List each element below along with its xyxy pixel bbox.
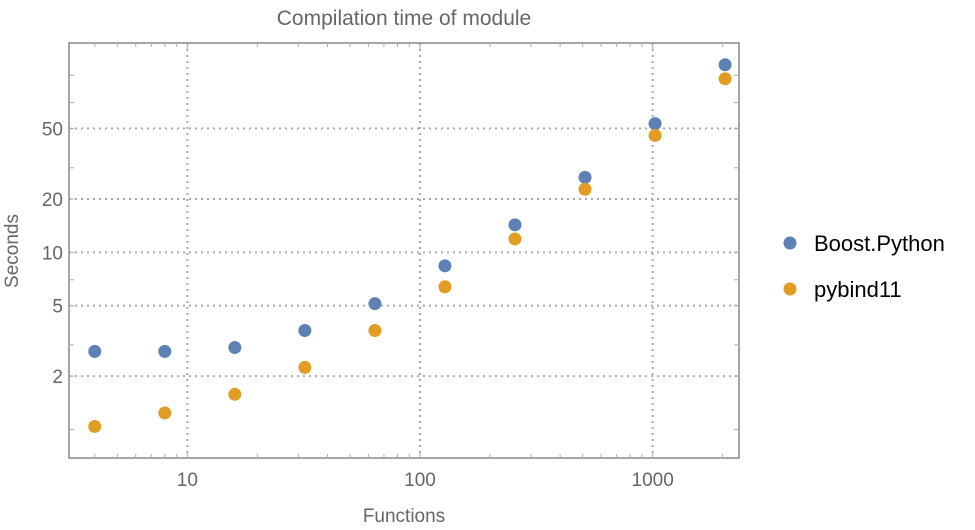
y-tick-label: 5 [52,297,63,318]
data-point-boost-python [648,117,662,131]
y-tick-label: 2 [52,367,63,388]
data-point-boost-python [158,344,172,358]
y-tick-label: 20 [42,190,63,211]
x-tick-label: 10 [177,470,198,491]
data-point-pybind11 [508,232,522,246]
data-point-pybind11 [228,387,242,401]
data-point-boost-python [228,341,242,355]
grid [69,43,739,458]
axis-ticks: 10 100 1000 2 5 10 20 50 [42,43,739,491]
x-tick-label: 1000 [632,470,674,491]
legend-marker [783,282,797,296]
data-point-pybind11 [438,280,452,294]
plot-frame [68,42,740,459]
data-point-boost-python [438,259,452,273]
data-point-pybind11 [158,406,172,420]
data-point-boost-python [88,344,102,358]
data-point-pybind11 [648,128,662,142]
data-points [88,58,732,433]
data-point-boost-python [508,218,522,232]
legend-label: pybind11 [814,277,902,302]
data-point-boost-python [718,58,732,72]
data-point-boost-python [298,323,312,337]
x-axis-label: Functions [363,506,445,525]
legend-marker [783,236,797,250]
data-point-pybind11 [578,182,592,196]
data-point-pybind11 [368,323,382,337]
data-point-boost-python [578,170,592,184]
legend-label: Boost.Python [814,231,945,256]
data-point-boost-python [368,297,382,311]
data-point-pybind11 [298,360,312,374]
x-tick-label: 100 [404,470,436,491]
y-axis-label: Seconds [2,214,23,288]
data-point-pybind11 [718,72,732,86]
legend: Boost.Python pybind11 [783,231,945,302]
y-tick-label: 10 [42,243,63,264]
y-tick-label: 50 [42,120,63,141]
data-point-pybind11 [88,419,102,433]
chart-title: Compilation time of module [277,7,531,30]
